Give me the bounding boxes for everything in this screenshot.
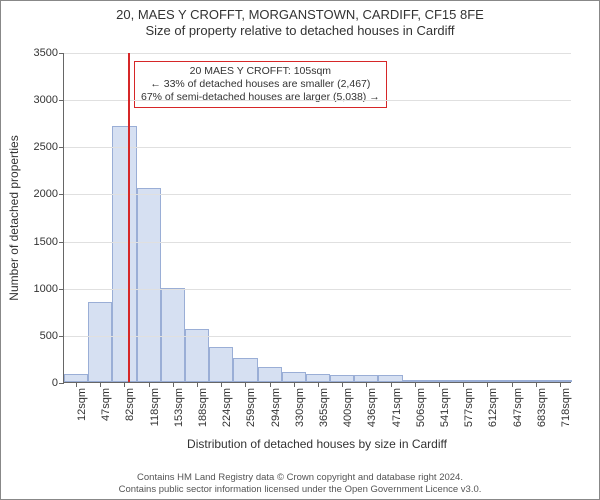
annotation-line: 67% of semi-detached houses are larger (… [141, 91, 380, 104]
grid-line [64, 147, 571, 148]
x-tick-label: 12sqm [76, 388, 88, 421]
x-tick-mark [487, 382, 488, 387]
x-tick-mark [463, 382, 464, 387]
bar [88, 302, 112, 382]
y-tick-label: 500 [40, 330, 64, 342]
x-tick-label: 471sqm [391, 388, 403, 427]
title-block: 20, MAES Y CROFFT, MORGANSTOWN, CARDIFF,… [1, 1, 599, 40]
x-tick-label: 400sqm [342, 388, 354, 427]
chart-container: 20, MAES Y CROFFT, MORGANSTOWN, CARDIFF,… [0, 0, 600, 500]
grid-line [64, 194, 571, 195]
x-tick-mark [76, 382, 77, 387]
x-tick-mark [173, 382, 174, 387]
y-tick-label: 1000 [34, 283, 64, 295]
x-tick-mark [197, 382, 198, 387]
x-tick-mark [270, 382, 271, 387]
x-tick-label: 47sqm [100, 388, 112, 421]
grid-line [64, 242, 571, 243]
annotation-box: 20 MAES Y CROFFT: 105sqm← 33% of detache… [134, 61, 387, 108]
x-axis-title: Distribution of detached houses by size … [63, 437, 571, 451]
x-tick-mark [124, 382, 125, 387]
footer-line-2: Contains public sector information licen… [1, 484, 599, 495]
plot-area: 20 MAES Y CROFFT: 105sqm← 33% of detache… [63, 53, 571, 383]
x-tick-label: 294sqm [270, 388, 282, 427]
bar [354, 375, 378, 382]
bar [258, 367, 282, 382]
x-tick-mark [294, 382, 295, 387]
x-tick-label: 330sqm [294, 388, 306, 427]
y-axis-label: Number of detached properties [7, 53, 27, 383]
y-tick-label: 2500 [34, 141, 64, 153]
grid-line [64, 336, 571, 337]
x-tick-label: 82sqm [124, 388, 136, 421]
footer: Contains HM Land Registry data © Crown c… [1, 472, 599, 495]
annotation-line: ← 33% of detached houses are smaller (2,… [141, 78, 380, 91]
title-line-2: Size of property relative to detached ho… [1, 23, 599, 39]
x-tick-label: 683sqm [536, 388, 548, 427]
x-tick-mark [149, 382, 150, 387]
plot-wrap: 20 MAES Y CROFFT: 105sqm← 33% of detache… [63, 53, 571, 383]
x-tick-label: 647sqm [512, 388, 524, 427]
x-tick-label: 188sqm [197, 388, 209, 427]
x-tick-mark [415, 382, 416, 387]
x-tick-label: 718sqm [560, 388, 572, 427]
x-tick-mark [221, 382, 222, 387]
bar [64, 374, 88, 382]
y-tick-label: 0 [52, 377, 64, 389]
y-tick-label: 2000 [34, 188, 64, 200]
x-tick-mark [318, 382, 319, 387]
x-tick-mark [439, 382, 440, 387]
x-tick-label: 224sqm [221, 388, 233, 427]
marker-line [128, 53, 130, 382]
y-tick-label: 3500 [34, 47, 64, 59]
x-tick-mark [342, 382, 343, 387]
bar [209, 347, 233, 382]
grid-line [64, 100, 571, 101]
bar [185, 329, 209, 382]
x-tick-mark [512, 382, 513, 387]
x-tick-label: 118sqm [149, 388, 161, 426]
title-line-1: 20, MAES Y CROFFT, MORGANSTOWN, CARDIFF,… [1, 7, 599, 23]
y-tick-label: 3000 [34, 94, 64, 106]
x-tick-label: 612sqm [487, 388, 499, 427]
annotation-line: 20 MAES Y CROFFT: 105sqm [141, 65, 380, 78]
bar [378, 375, 402, 382]
x-tick-label: 436sqm [366, 388, 378, 427]
x-tick-mark [536, 382, 537, 387]
bar [233, 358, 257, 383]
bar [306, 374, 330, 382]
footer-line-1: Contains HM Land Registry data © Crown c… [1, 472, 599, 483]
x-tick-mark [391, 382, 392, 387]
x-tick-label: 365sqm [318, 388, 330, 427]
bar [137, 188, 161, 382]
x-tick-mark [560, 382, 561, 387]
y-tick-label: 1500 [34, 236, 64, 248]
x-tick-label: 259sqm [245, 388, 257, 427]
grid-line [64, 289, 571, 290]
x-tick-mark [100, 382, 101, 387]
grid-line [64, 53, 571, 54]
x-tick-label: 577sqm [463, 388, 475, 427]
x-tick-label: 153sqm [173, 388, 185, 427]
bar [112, 126, 136, 382]
x-tick-label: 506sqm [415, 388, 427, 427]
bar [282, 372, 306, 382]
x-tick-mark [245, 382, 246, 387]
bar [330, 375, 354, 382]
x-tick-mark [366, 382, 367, 387]
x-tick-label: 541sqm [439, 388, 451, 427]
